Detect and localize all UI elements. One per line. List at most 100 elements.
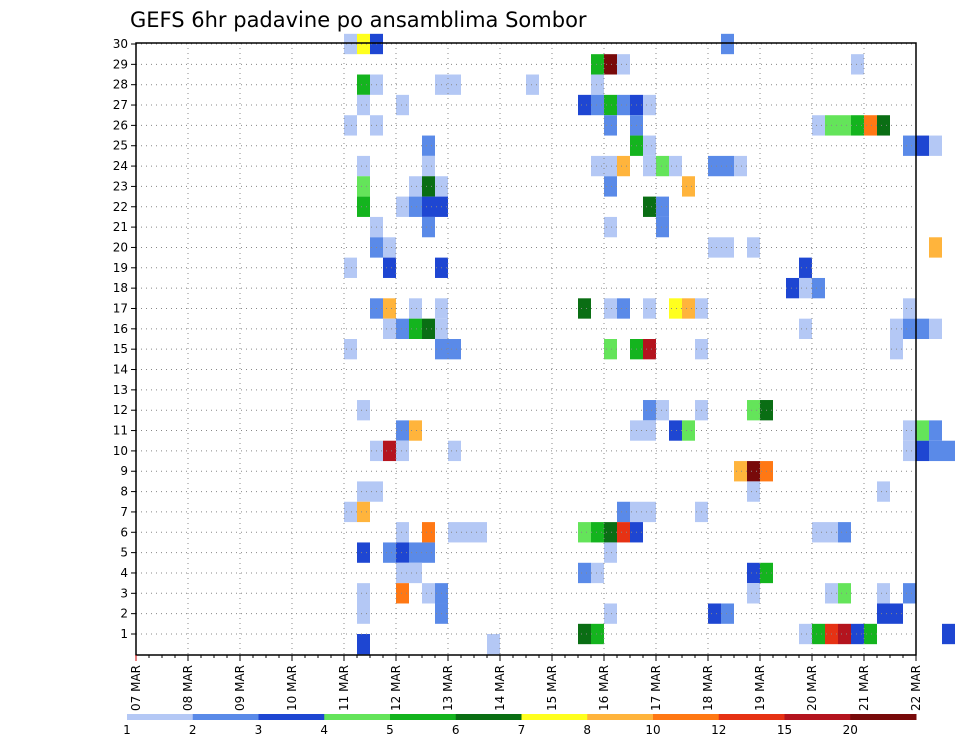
y-tick-label: 3 [120, 586, 128, 600]
x-tick-label: 20 MAR [805, 665, 819, 711]
colorbar-label: 1 [123, 723, 131, 737]
data-cell [604, 522, 617, 543]
data-cell [916, 440, 929, 462]
data-cell [903, 135, 916, 156]
data-cell [747, 481, 760, 502]
data-cell [929, 135, 942, 156]
data-cell [604, 176, 617, 197]
data-cell [578, 522, 591, 543]
y-tick-label: 7 [120, 505, 128, 519]
colorbar-segment [718, 714, 785, 720]
y-tick-label: 28 [113, 78, 128, 92]
x-tick-label: 21 MAR [857, 665, 871, 711]
data-cell [903, 583, 916, 604]
y-tick-label: 23 [113, 179, 128, 193]
colorbar-label: 3 [255, 723, 263, 737]
colorbar-label: 4 [320, 723, 328, 737]
grid-lines [136, 43, 916, 655]
y-tick-label: 1 [120, 627, 128, 641]
colorbar-segment [127, 714, 194, 720]
data-cell [422, 176, 435, 197]
x-tick-label: 11 MAR [337, 665, 351, 711]
y-tick-label: 15 [113, 342, 128, 356]
data-cell [903, 440, 916, 462]
data-cell [422, 216, 435, 238]
data-cell [643, 135, 656, 156]
data-cell [656, 155, 669, 177]
data-cell [591, 54, 604, 75]
data-cell [929, 237, 942, 258]
colorbar-segment [653, 714, 720, 720]
colorbar-segment [258, 714, 325, 720]
y-tick-label: 22 [113, 200, 128, 214]
data-cell [942, 440, 955, 462]
y-tick-label: 16 [113, 322, 128, 336]
y-tick-label: 27 [113, 98, 128, 112]
colorbar-label: 8 [583, 723, 591, 737]
colorbar-label: 2 [189, 723, 197, 737]
data-cell [357, 196, 370, 217]
data-cell [383, 542, 396, 563]
data-cell [396, 440, 409, 462]
x-tick-label: 19 MAR [753, 665, 767, 711]
y-tick-label: 11 [113, 424, 128, 438]
colorbar-segment [521, 714, 588, 720]
data-cell [812, 115, 825, 136]
data-cell [617, 155, 630, 177]
data-cell [422, 135, 435, 156]
x-tick-label: 09 MAR [233, 665, 247, 711]
data-cell [591, 562, 604, 584]
data-cell [799, 318, 812, 339]
data-cell [422, 155, 435, 177]
data-cell [747, 562, 760, 584]
data-cell [942, 623, 955, 645]
y-tick-label: 17 [113, 301, 128, 315]
y-tick-label: 24 [113, 159, 128, 173]
data-cell [617, 54, 630, 75]
x-tick-label: 08 MAR [181, 665, 195, 711]
data-cell [864, 623, 877, 645]
data-cell [721, 33, 734, 55]
data-cell [422, 583, 435, 604]
data-cell [734, 461, 747, 482]
data-cell [903, 298, 916, 319]
colorbar: 1 2 3 4 5 6 7 8 10 12 15 20 [123, 714, 917, 737]
y-tick-label: 13 [113, 383, 128, 397]
data-cell [604, 542, 617, 563]
data-cell [409, 420, 422, 441]
data-cell [591, 522, 604, 543]
y-tick-label: 19 [113, 261, 128, 275]
data-cell [591, 94, 604, 116]
data-cell [903, 318, 916, 339]
data-cell [357, 603, 370, 624]
data-cell [604, 603, 617, 624]
y-tick-label: 26 [113, 118, 128, 132]
data-cell [877, 115, 890, 136]
data-cells [344, 33, 955, 655]
data-cell [448, 339, 461, 360]
y-tick-label: 14 [113, 363, 128, 377]
y-tick-label: 10 [113, 444, 128, 458]
data-cell [799, 257, 812, 278]
y-tick-label: 25 [113, 139, 128, 153]
data-cell [357, 501, 370, 523]
data-cell [409, 318, 422, 339]
data-cell [383, 237, 396, 258]
data-cell [877, 603, 890, 624]
data-cell [643, 298, 656, 319]
data-cell [851, 115, 864, 136]
data-cell [721, 237, 734, 258]
data-cell [747, 400, 760, 421]
data-cell [643, 155, 656, 177]
y-tick-label: 12 [113, 403, 128, 417]
data-cell [617, 94, 630, 116]
colorbar-label: 12 [711, 723, 726, 737]
data-cell [357, 176, 370, 197]
x-tick-label: 12 MAR [389, 665, 403, 711]
data-cell [396, 94, 409, 116]
y-tick-label: 29 [113, 57, 128, 71]
data-cell [422, 542, 435, 563]
data-cell [669, 298, 682, 319]
data-cell [383, 440, 396, 462]
colorbar-segment [192, 714, 259, 720]
